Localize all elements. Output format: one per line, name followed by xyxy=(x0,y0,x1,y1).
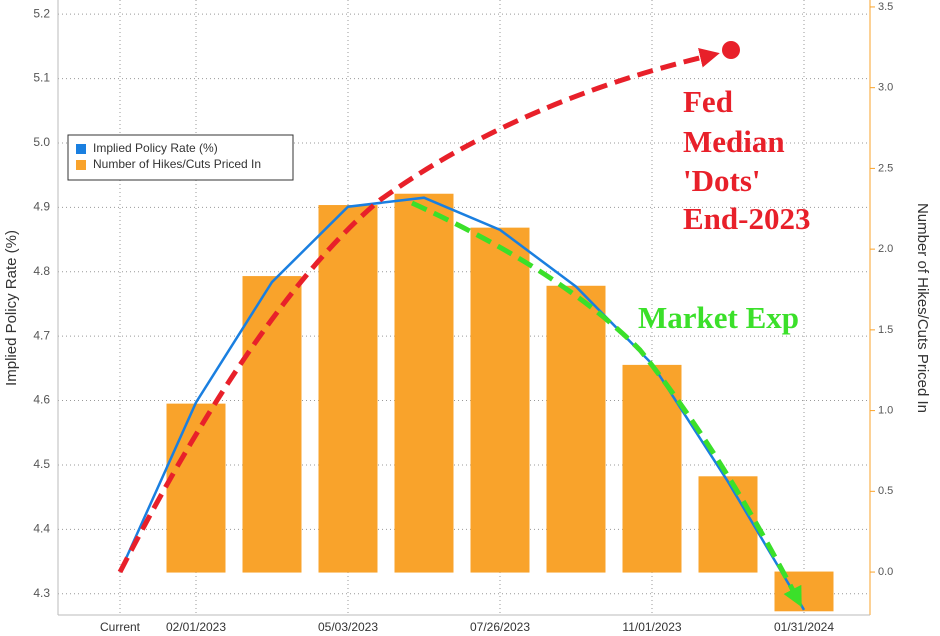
bar xyxy=(166,403,226,573)
lines xyxy=(118,196,806,611)
y-tick-label: 4.7 xyxy=(33,328,50,342)
y2-tick-label: 0.5 xyxy=(878,485,893,497)
bars xyxy=(166,193,834,612)
y-tick-label: 4.4 xyxy=(33,522,50,536)
annotation: 'Dots' xyxy=(683,163,761,198)
y-tick-label: 4.8 xyxy=(33,264,50,278)
x-tick-label: 02/01/2023 xyxy=(166,620,226,634)
y2-axis-label: Number of Hikes/Cuts Priced In xyxy=(914,203,931,413)
y2-tick-label: 1.5 xyxy=(878,324,893,336)
legend-label: Number of Hikes/Cuts Priced In xyxy=(93,157,261,171)
legend-label: Implied Policy Rate (%) xyxy=(93,141,218,155)
x-tick-label: 11/01/2023 xyxy=(622,620,681,634)
y-tick-label: 4.3 xyxy=(33,586,50,600)
y-tick-label: 5.1 xyxy=(33,71,50,85)
legend: Implied Policy Rate (%) Number of Hikes/… xyxy=(67,134,294,181)
annotation: Market Exp xyxy=(638,300,799,335)
y-tick-label: 4.9 xyxy=(33,200,50,214)
bar xyxy=(242,276,302,573)
annotation: Fed xyxy=(683,84,733,119)
annotation: Median xyxy=(683,124,785,159)
bar xyxy=(394,193,454,573)
y-tick-label: 5.0 xyxy=(33,135,50,149)
legend-swatch xyxy=(76,144,86,154)
y2-tick-label: 2.0 xyxy=(878,243,893,255)
y-tick-label: 4.5 xyxy=(33,457,50,471)
annotation: End-2023 xyxy=(683,201,810,236)
legend-box xyxy=(67,134,294,181)
legend-swatch xyxy=(76,160,86,170)
x-tick-label: 01/31/2024 xyxy=(774,620,834,634)
line xyxy=(118,196,806,611)
x-tick-label: 07/26/2023 xyxy=(470,620,530,634)
bar xyxy=(698,476,758,573)
bar xyxy=(318,205,378,573)
fed-dot xyxy=(722,41,740,59)
bar xyxy=(546,285,606,573)
market-arrow xyxy=(410,200,802,608)
y2-tick-label: 2.5 xyxy=(878,162,893,174)
x-tick-label: Current xyxy=(100,620,141,634)
y2-tick-label: 0.0 xyxy=(878,566,893,578)
x-tick-label: 05/03/2023 xyxy=(318,620,378,634)
y2-tick-label: 3.0 xyxy=(878,82,893,94)
y-tick-label: 5.2 xyxy=(33,6,50,20)
y-tick-label: 4.6 xyxy=(33,393,50,407)
y2-tick-label: 1.0 xyxy=(878,404,893,416)
y2-tick-label: 3.5 xyxy=(878,1,893,13)
bar xyxy=(470,227,530,573)
y-axis-label: Implied Policy Rate (%) xyxy=(3,230,20,386)
fed-dots-arrow xyxy=(117,48,720,574)
